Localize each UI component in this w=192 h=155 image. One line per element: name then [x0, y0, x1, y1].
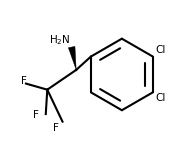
Text: H$_2$N: H$_2$N: [50, 33, 71, 47]
Text: Cl: Cl: [156, 93, 166, 103]
Text: F: F: [54, 124, 59, 133]
Polygon shape: [68, 46, 76, 70]
Text: Cl: Cl: [156, 45, 166, 55]
Text: F: F: [21, 76, 26, 86]
Text: F: F: [33, 110, 39, 120]
